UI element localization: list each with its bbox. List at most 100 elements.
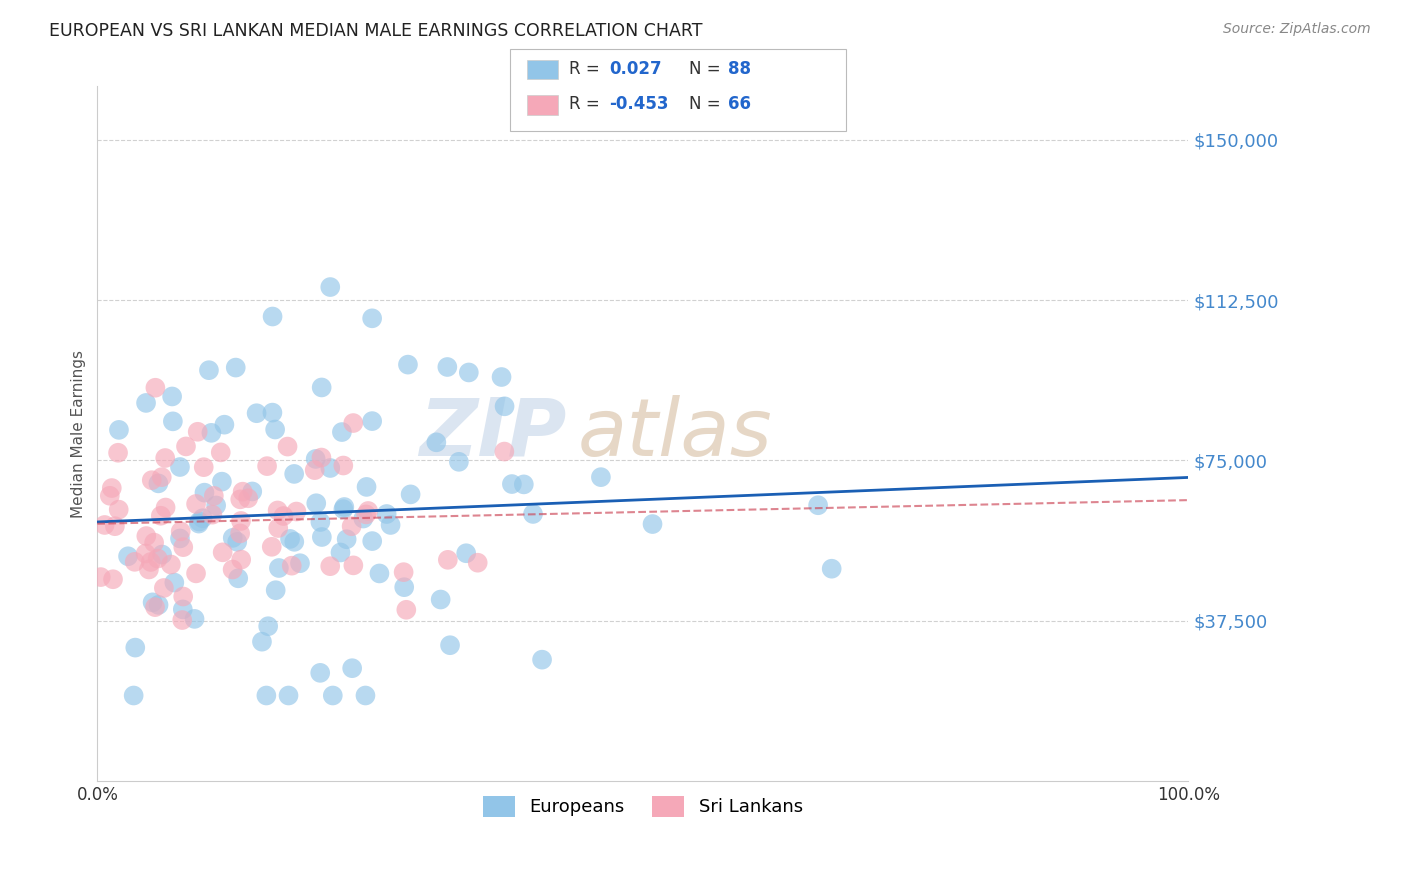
Europeans bbox=[380, 518, 402, 533]
Text: 66: 66 bbox=[728, 95, 751, 113]
Europeans bbox=[494, 400, 516, 414]
Europeans bbox=[333, 500, 356, 514]
Sri Lankans bbox=[145, 381, 167, 395]
Sri Lankans bbox=[221, 562, 243, 576]
Europeans bbox=[340, 661, 363, 675]
Sri Lankans bbox=[311, 450, 333, 465]
Europeans bbox=[135, 396, 157, 410]
Text: Source: ZipAtlas.com: Source: ZipAtlas.com bbox=[1223, 22, 1371, 37]
Sri Lankans bbox=[202, 489, 225, 503]
Sri Lankans bbox=[229, 526, 252, 541]
Europeans bbox=[264, 583, 287, 598]
Europeans bbox=[245, 406, 267, 420]
Europeans bbox=[531, 653, 554, 667]
Europeans bbox=[807, 498, 830, 512]
Sri Lankans bbox=[229, 492, 252, 507]
Europeans bbox=[425, 435, 447, 450]
Europeans bbox=[305, 452, 328, 467]
Europeans bbox=[160, 389, 183, 403]
Sri Lankans bbox=[342, 416, 364, 430]
Sri Lankans bbox=[98, 489, 121, 503]
Sri Lankans bbox=[267, 521, 290, 535]
Europeans bbox=[193, 485, 215, 500]
Europeans bbox=[187, 516, 209, 531]
Europeans bbox=[456, 546, 478, 560]
Europeans bbox=[522, 507, 544, 521]
Sri Lankans bbox=[146, 551, 169, 566]
Europeans bbox=[589, 470, 612, 484]
Sri Lankans bbox=[256, 459, 278, 474]
Sri Lankans bbox=[201, 508, 224, 522]
Europeans bbox=[148, 476, 170, 491]
Europeans bbox=[309, 665, 332, 680]
Europeans bbox=[821, 562, 844, 576]
Europeans bbox=[169, 532, 191, 546]
Sri Lankans bbox=[138, 562, 160, 576]
Sri Lankans bbox=[266, 503, 288, 517]
Sri Lankans bbox=[232, 484, 254, 499]
Europeans bbox=[399, 487, 422, 501]
Sri Lankans bbox=[437, 553, 460, 567]
Europeans bbox=[188, 515, 211, 529]
Sri Lankans bbox=[143, 535, 166, 549]
Sri Lankans bbox=[342, 558, 364, 573]
Europeans bbox=[262, 310, 284, 324]
Sri Lankans bbox=[101, 481, 124, 495]
Europeans bbox=[330, 425, 353, 439]
Europeans bbox=[225, 360, 247, 375]
Europeans bbox=[283, 467, 305, 481]
Europeans bbox=[278, 532, 301, 546]
Sri Lankans bbox=[319, 559, 342, 574]
Europeans bbox=[336, 533, 359, 547]
Sri Lankans bbox=[357, 504, 380, 518]
Europeans bbox=[172, 602, 194, 616]
Sri Lankans bbox=[304, 463, 326, 477]
Europeans bbox=[162, 414, 184, 428]
Europeans bbox=[513, 477, 536, 491]
Sri Lankans bbox=[332, 458, 354, 473]
Europeans bbox=[226, 534, 249, 549]
Sri Lankans bbox=[281, 558, 304, 573]
Europeans bbox=[361, 534, 384, 549]
Europeans bbox=[142, 595, 165, 609]
Sri Lankans bbox=[231, 552, 253, 566]
Sri Lankans bbox=[107, 502, 129, 516]
Europeans bbox=[368, 566, 391, 581]
Sri Lankans bbox=[494, 444, 516, 458]
Europeans bbox=[211, 475, 233, 489]
Europeans bbox=[429, 592, 451, 607]
Europeans bbox=[311, 380, 333, 394]
Text: R =: R = bbox=[569, 95, 606, 113]
Sri Lankans bbox=[193, 460, 215, 475]
Sri Lankans bbox=[93, 518, 115, 533]
Sri Lankans bbox=[172, 590, 194, 604]
Text: 0.027: 0.027 bbox=[609, 60, 661, 78]
Europeans bbox=[447, 455, 470, 469]
Sri Lankans bbox=[211, 545, 233, 559]
Sri Lankans bbox=[107, 446, 129, 460]
Sri Lankans bbox=[149, 508, 172, 523]
Europeans bbox=[641, 517, 664, 532]
Europeans bbox=[283, 534, 305, 549]
Europeans bbox=[392, 580, 415, 594]
Europeans bbox=[309, 515, 332, 529]
Sri Lankans bbox=[172, 540, 194, 554]
Sri Lankans bbox=[153, 450, 176, 465]
Sri Lankans bbox=[187, 425, 209, 439]
Sri Lankans bbox=[184, 497, 207, 511]
Europeans bbox=[169, 460, 191, 475]
Sri Lankans bbox=[139, 555, 162, 569]
Europeans bbox=[214, 417, 236, 432]
Sri Lankans bbox=[153, 581, 176, 595]
Europeans bbox=[288, 556, 311, 570]
Europeans bbox=[311, 530, 333, 544]
Sri Lankans bbox=[260, 540, 283, 554]
Europeans bbox=[361, 311, 384, 326]
Europeans bbox=[354, 689, 377, 703]
Text: -0.453: -0.453 bbox=[609, 95, 668, 113]
Sri Lankans bbox=[135, 547, 157, 561]
Europeans bbox=[240, 484, 263, 499]
Sri Lankans bbox=[238, 491, 260, 506]
Text: R =: R = bbox=[569, 60, 606, 78]
Europeans bbox=[163, 575, 186, 590]
